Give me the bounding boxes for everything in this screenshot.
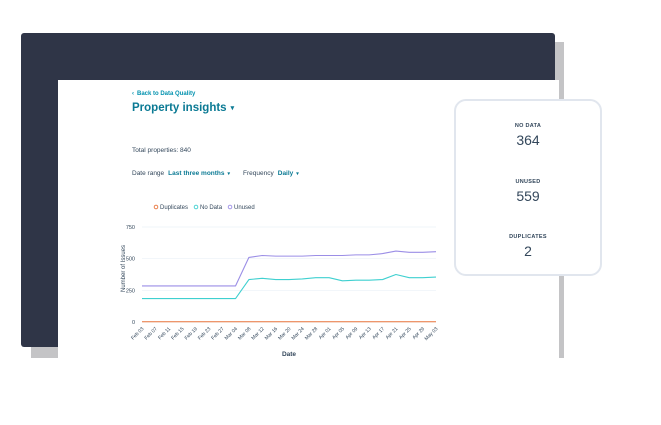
x-tick-label: Feb 19 <box>184 326 199 341</box>
frequency-label: Frequency <box>243 170 274 177</box>
x-tick-label: Mar 28 <box>304 326 319 341</box>
x-tick-label: Feb 23 <box>197 326 212 341</box>
x-tick-label: Mar 24 <box>291 326 306 341</box>
stat-unused: UNUSED 559 <box>456 179 600 204</box>
x-tick-label: Feb 07 <box>144 326 159 341</box>
filter-bar: Date range Last three months ▾ Frequency … <box>132 170 299 177</box>
stat-value: 559 <box>516 188 540 204</box>
frequency-select[interactable]: Daily ▾ <box>278 170 299 177</box>
page-title: Property insights <box>132 102 227 114</box>
x-tick-label: Feb 03 <box>130 326 145 341</box>
x-tick-label: Mar 04 <box>224 326 239 341</box>
stat-label: UNUSED <box>515 179 541 185</box>
caret-down-icon: ▾ <box>227 171 231 177</box>
chevron-left-icon: ‹ <box>132 91 134 97</box>
x-tick-label: Apr 09 <box>345 326 360 341</box>
y-tick-label: 750 <box>126 225 135 231</box>
x-tick-label: Feb 11 <box>157 326 172 341</box>
series-line-unused <box>142 250 437 287</box>
caret-down-icon: ▾ <box>296 171 299 177</box>
y-axis-label: Number of Issues <box>121 245 127 292</box>
x-tick-label: Apr 21 <box>385 326 400 341</box>
date-range-value: Last three months <box>168 170 225 177</box>
date-range-label: Date range <box>132 170 165 177</box>
x-tick-label: Mar 08 <box>237 326 252 341</box>
stat-label: DUPLICATES <box>509 234 547 240</box>
page-title-dropdown[interactable]: Property insights ▾ <box>132 102 234 114</box>
y-tick-label: 250 <box>126 288 135 294</box>
back-to-data-quality-link[interactable]: ‹ Back to Data Quality <box>132 91 195 97</box>
issues-line-chart: Duplicates No Data Unused 0 250 500 750 Number … <box>121 204 440 358</box>
y-tick-label: 0 <box>132 320 135 326</box>
stat-label: NO DATA <box>514 123 542 129</box>
y-tick-label: 500 <box>126 257 135 263</box>
legend-marker <box>193 204 199 210</box>
series-line-no-data <box>142 273 437 300</box>
x-tick-label: Feb 15 <box>170 326 185 341</box>
x-tick-label: Apr 17 <box>371 326 386 341</box>
stat-duplicates: DUPLICATES 2 <box>456 234 600 259</box>
x-tick-label: Mar 16 <box>264 326 279 341</box>
x-tick-label: Mar 20 <box>277 326 292 341</box>
x-tick-label: Feb 27 <box>210 326 225 341</box>
date-range-select[interactable]: Last three months ▾ <box>168 170 230 177</box>
legend-marker <box>227 204 233 210</box>
x-tick-label: Apr 01 <box>318 326 333 341</box>
x-tick-label: Apr 05 <box>331 326 346 341</box>
back-link-label: Back to Data Quality <box>137 91 196 97</box>
frequency-value: Daily <box>277 170 294 177</box>
stat-value: 2 <box>524 243 532 259</box>
total-properties: Total properties: 840 <box>132 147 191 154</box>
x-tick-label: May 03 <box>424 326 440 342</box>
stat-value: 364 <box>516 132 540 148</box>
legend-label: Unused <box>234 205 255 211</box>
stats-card: NO DATA 364 UNUSED 559 DUPLICATES 2 <box>454 99 602 276</box>
legend-marker <box>153 204 159 210</box>
x-tick-label: Mar 12 <box>250 326 265 341</box>
caret-down-icon: ▾ <box>230 104 235 112</box>
legend-label: No Data <box>200 205 223 211</box>
x-tick-label: Apr 25 <box>398 326 413 341</box>
stat-no-data: NO DATA 364 <box>456 123 600 148</box>
legend-label: Duplicates <box>160 205 188 211</box>
x-tick-label: Apr 13 <box>358 326 373 341</box>
x-axis-label: Date <box>282 351 296 358</box>
